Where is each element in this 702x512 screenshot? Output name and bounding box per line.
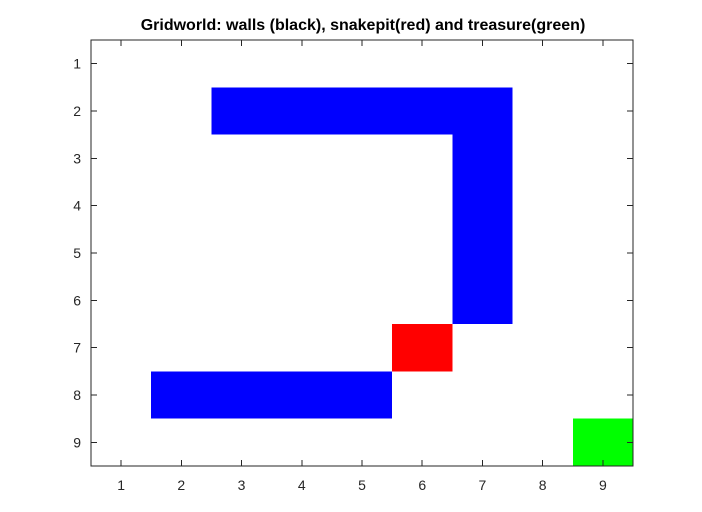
x-tick-label: 7 bbox=[479, 477, 487, 493]
cell-wall-r6-c7 bbox=[452, 276, 513, 324]
cell-wall-r2-c7 bbox=[452, 87, 513, 135]
x-tick-label: 5 bbox=[358, 477, 366, 493]
cell-treasure-r9-c9 bbox=[572, 418, 633, 466]
x-axis-ticks: 1 2 3 4 5 6 7 8 9 bbox=[117, 40, 607, 493]
y-tick-label: 1 bbox=[73, 56, 81, 72]
plot-area: 1 2 3 4 5 6 7 8 9 1 2 3 4 5 6 7 8 9 bbox=[73, 39, 634, 493]
cell-wall-r8-c2 bbox=[151, 371, 212, 419]
grid-cells bbox=[151, 87, 633, 466]
x-tick-label: 2 bbox=[177, 477, 185, 493]
cell-wall-r3-c7 bbox=[452, 134, 513, 182]
cell-snakepit-r7-c6 bbox=[392, 324, 453, 372]
cell-wall-r2-c4 bbox=[271, 87, 332, 135]
cell-wall-r5-c7 bbox=[452, 229, 513, 277]
x-tick-label: 6 bbox=[418, 477, 426, 493]
cell-wall-r8-c4 bbox=[271, 371, 332, 419]
cell-wall-r4-c7 bbox=[452, 182, 513, 230]
x-tick-label: 1 bbox=[117, 477, 125, 493]
y-tick-label: 4 bbox=[73, 198, 81, 214]
y-tick-label: 7 bbox=[73, 340, 81, 356]
y-tick-label: 9 bbox=[73, 434, 81, 450]
cell-wall-r2-c6 bbox=[392, 87, 453, 135]
cell-wall-r2-c5 bbox=[331, 87, 393, 135]
x-tick-label: 9 bbox=[599, 477, 607, 493]
y-tick-label: 3 bbox=[73, 150, 81, 166]
y-axis-ticks: 1 2 3 4 5 6 7 8 9 bbox=[73, 56, 633, 450]
y-tick-label: 5 bbox=[73, 245, 81, 261]
chart-title: Gridworld: walls (black), snakepit(red) … bbox=[141, 17, 586, 34]
cell-wall-r2-c3 bbox=[211, 87, 272, 135]
x-tick-label: 3 bbox=[238, 477, 246, 493]
x-tick-label: 4 bbox=[298, 477, 306, 493]
y-tick-label: 6 bbox=[73, 292, 81, 308]
x-tick-label: 8 bbox=[539, 477, 547, 493]
cell-wall-r8-c5 bbox=[331, 371, 393, 419]
y-tick-label: 8 bbox=[73, 387, 81, 403]
cell-wall-r8-c3 bbox=[211, 371, 272, 419]
y-tick-label: 2 bbox=[73, 103, 81, 119]
